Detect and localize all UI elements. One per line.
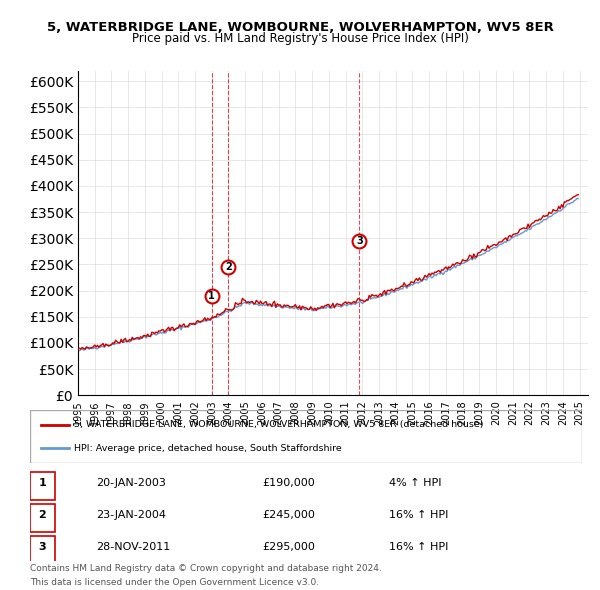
Text: 2: 2	[225, 262, 232, 272]
Text: 16% ↑ HPI: 16% ↑ HPI	[389, 542, 448, 552]
Text: HPI: Average price, detached house, South Staffordshire: HPI: Average price, detached house, Sout…	[74, 444, 342, 453]
Text: 5, WATERBRIDGE LANE, WOMBOURNE, WOLVERHAMPTON, WV5 8ER (detached house): 5, WATERBRIDGE LANE, WOMBOURNE, WOLVERHA…	[74, 421, 484, 430]
Text: 20-JAN-2003: 20-JAN-2003	[96, 478, 166, 488]
Text: £190,000: £190,000	[262, 478, 314, 488]
Text: 5, WATERBRIDGE LANE, WOMBOURNE, WOLVERHAMPTON, WV5 8ER: 5, WATERBRIDGE LANE, WOMBOURNE, WOLVERHA…	[47, 21, 553, 34]
Text: 16% ↑ HPI: 16% ↑ HPI	[389, 510, 448, 520]
Bar	[30, 472, 55, 500]
Bar	[30, 536, 55, 564]
Text: Price paid vs. HM Land Registry's House Price Index (HPI): Price paid vs. HM Land Registry's House …	[131, 32, 469, 45]
Text: £245,000: £245,000	[262, 510, 315, 520]
Text: 3: 3	[356, 236, 363, 246]
Text: 1: 1	[38, 478, 46, 488]
Text: Contains HM Land Registry data © Crown copyright and database right 2024.: Contains HM Land Registry data © Crown c…	[30, 565, 382, 573]
Text: 1: 1	[208, 291, 215, 301]
Bar	[30, 504, 55, 532]
Text: 3: 3	[38, 542, 46, 552]
Text: This data is licensed under the Open Government Licence v3.0.: This data is licensed under the Open Gov…	[30, 578, 319, 587]
Text: 4% ↑ HPI: 4% ↑ HPI	[389, 478, 442, 488]
Text: 28-NOV-2011: 28-NOV-2011	[96, 542, 170, 552]
Text: 2: 2	[38, 510, 46, 520]
Text: £295,000: £295,000	[262, 542, 315, 552]
Text: 23-JAN-2004: 23-JAN-2004	[96, 510, 166, 520]
